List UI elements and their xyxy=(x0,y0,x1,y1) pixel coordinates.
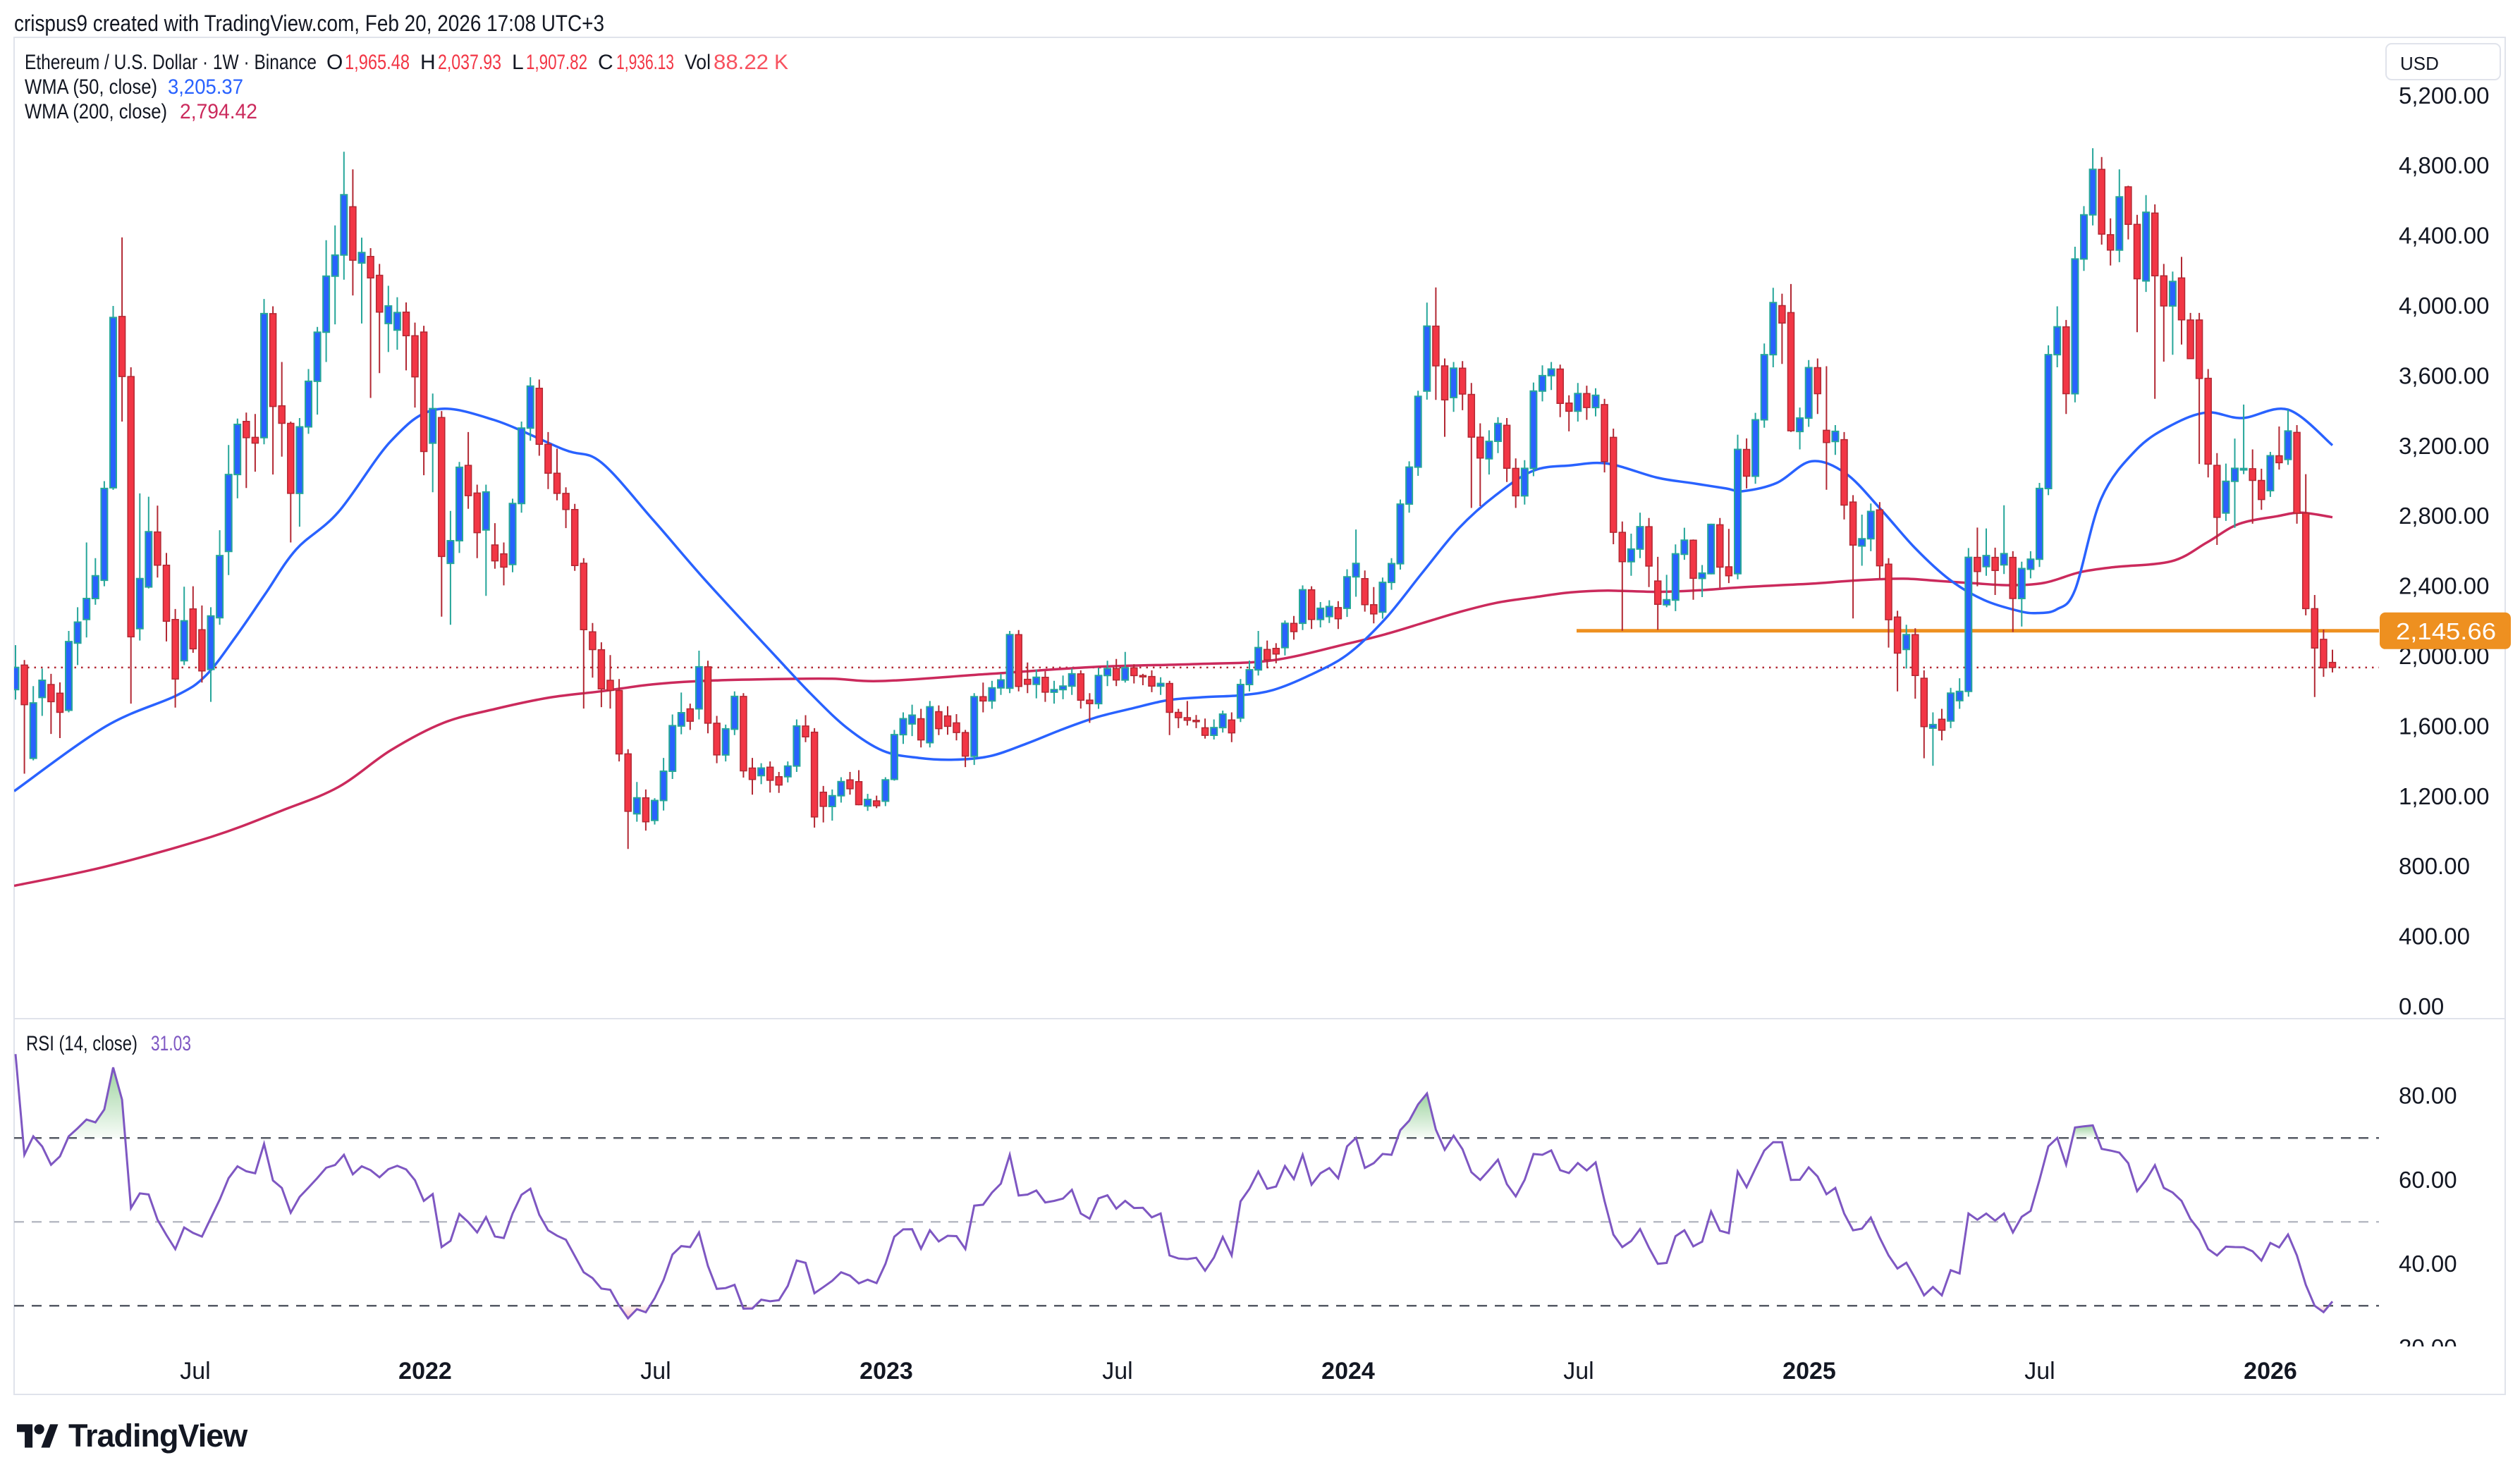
svg-text:O: O xyxy=(326,51,343,74)
svg-text:Jul: Jul xyxy=(180,1358,210,1385)
svg-text:WMA (200, close): WMA (200, close) xyxy=(25,100,167,123)
svg-text:RSI (14, close): RSI (14, close) xyxy=(26,1032,137,1055)
svg-text:2,800.00: 2,800.00 xyxy=(2399,503,2489,529)
svg-text:2026: 2026 xyxy=(2244,1358,2297,1385)
svg-text:88.22: 88.22 xyxy=(714,51,769,74)
svg-text:3,205.37: 3,205.37 xyxy=(168,75,243,99)
svg-text:3,200.00: 3,200.00 xyxy=(2399,433,2489,459)
svg-text:0.00: 0.00 xyxy=(2399,993,2444,1019)
svg-text:1,936.13: 1,936.13 xyxy=(616,51,674,74)
svg-text:WMA (50, close): WMA (50, close) xyxy=(25,75,157,99)
svg-text:20.00: 20.00 xyxy=(2399,1334,2457,1361)
svg-text:800.00: 800.00 xyxy=(2399,853,2470,879)
svg-text:2022: 2022 xyxy=(398,1358,452,1385)
svg-text:Jul: Jul xyxy=(640,1358,671,1385)
svg-text:2,400.00: 2,400.00 xyxy=(2399,573,2489,599)
svg-text:2025: 2025 xyxy=(1782,1358,1836,1385)
svg-text:1,600.00: 1,600.00 xyxy=(2399,713,2489,739)
svg-text:5,200.00: 5,200.00 xyxy=(2399,82,2489,109)
svg-text:K: K xyxy=(774,51,788,74)
svg-text:USD: USD xyxy=(2400,53,2439,74)
svg-text:Jul: Jul xyxy=(1563,1358,1594,1385)
svg-text:80.00: 80.00 xyxy=(2399,1083,2457,1109)
svg-text:H: H xyxy=(420,51,436,74)
svg-text:60.00: 60.00 xyxy=(2399,1167,2457,1193)
svg-text:2024: 2024 xyxy=(1321,1358,1375,1385)
svg-text:31.03: 31.03 xyxy=(151,1032,191,1055)
svg-text:1,200.00: 1,200.00 xyxy=(2399,783,2489,809)
svg-text:2,037.93: 2,037.93 xyxy=(438,51,501,74)
svg-text:4,000.00: 4,000.00 xyxy=(2399,293,2489,319)
svg-text:1,907.82: 1,907.82 xyxy=(526,51,587,74)
svg-text:2,794.42: 2,794.42 xyxy=(180,100,257,123)
svg-text:4,800.00: 4,800.00 xyxy=(2399,152,2489,178)
svg-text:TradingView: TradingView xyxy=(68,1418,248,1454)
svg-text:1,965.48: 1,965.48 xyxy=(345,51,410,74)
svg-text:2,145.66: 2,145.66 xyxy=(2396,618,2496,644)
svg-text:3,600.00: 3,600.00 xyxy=(2399,362,2489,388)
svg-text:Jul: Jul xyxy=(1102,1358,1132,1385)
svg-text:Ethereum / U.S. Dollar · 1W ·: Ethereum / U.S. Dollar · 1W · Binance xyxy=(25,51,317,74)
svg-text:Jul: Jul xyxy=(2024,1358,2055,1385)
svg-text:C: C xyxy=(598,51,613,74)
svg-text:40.00: 40.00 xyxy=(2399,1251,2457,1277)
svg-text:L: L xyxy=(512,51,524,74)
svg-text:crispus9 created with TradingV: crispus9 created with TradingView.com, F… xyxy=(14,11,604,36)
svg-text:4,400.00: 4,400.00 xyxy=(2399,223,2489,249)
svg-text:2023: 2023 xyxy=(860,1358,913,1385)
svg-text:400.00: 400.00 xyxy=(2399,923,2470,950)
svg-text:Vol: Vol xyxy=(685,51,711,74)
